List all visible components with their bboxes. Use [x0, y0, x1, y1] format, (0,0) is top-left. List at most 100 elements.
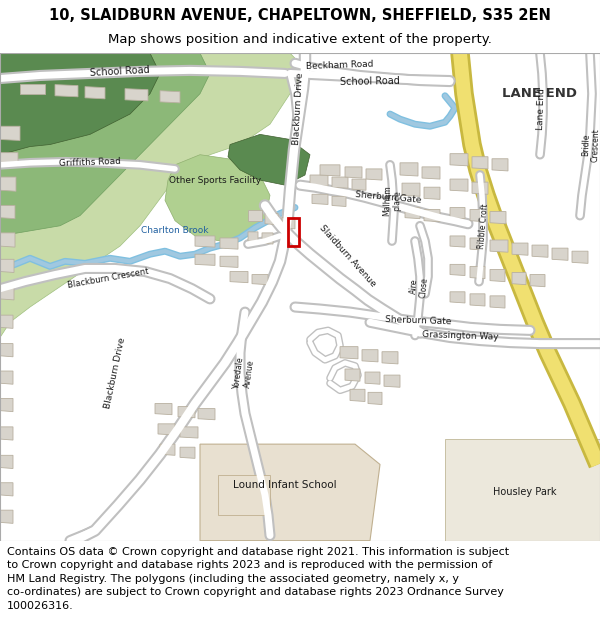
Polygon shape: [228, 134, 310, 185]
Polygon shape: [0, 177, 16, 191]
Polygon shape: [0, 427, 13, 440]
Polygon shape: [472, 182, 488, 194]
Polygon shape: [402, 183, 420, 196]
Polygon shape: [20, 84, 45, 94]
Text: Charlton Brook: Charlton Brook: [141, 226, 209, 236]
Polygon shape: [332, 196, 346, 206]
Polygon shape: [512, 243, 528, 255]
Polygon shape: [490, 296, 505, 308]
Polygon shape: [552, 248, 568, 260]
Text: LANE END: LANE END: [503, 88, 577, 100]
Polygon shape: [85, 87, 105, 99]
Polygon shape: [0, 152, 18, 166]
Polygon shape: [490, 211, 506, 224]
Text: Blackburn Crescent: Blackburn Crescent: [67, 267, 149, 290]
Polygon shape: [572, 251, 588, 263]
Text: Contains OS data © Crown copyright and database right 2021. This information is : Contains OS data © Crown copyright and d…: [7, 546, 509, 611]
Polygon shape: [365, 372, 380, 384]
Text: Housley Park: Housley Park: [493, 487, 557, 497]
Polygon shape: [0, 233, 15, 247]
Text: Slaidburn Avenue: Slaidburn Avenue: [318, 224, 378, 289]
Polygon shape: [368, 392, 382, 404]
Text: Blackburn Drive: Blackburn Drive: [292, 72, 304, 146]
Polygon shape: [312, 194, 328, 204]
Polygon shape: [320, 165, 340, 176]
Polygon shape: [422, 167, 440, 179]
Polygon shape: [512, 272, 526, 285]
Polygon shape: [248, 209, 262, 221]
Polygon shape: [340, 347, 358, 359]
Polygon shape: [262, 233, 273, 244]
Polygon shape: [345, 369, 360, 381]
Polygon shape: [0, 53, 210, 236]
Polygon shape: [424, 188, 440, 199]
Polygon shape: [160, 91, 180, 103]
Polygon shape: [218, 474, 270, 515]
Polygon shape: [470, 294, 485, 306]
Polygon shape: [0, 126, 20, 141]
Text: Sherburn Gate: Sherburn Gate: [355, 190, 421, 205]
Polygon shape: [0, 371, 13, 384]
Polygon shape: [248, 232, 258, 242]
Text: Lound Infant School: Lound Infant School: [233, 480, 337, 490]
Text: Beckham Road: Beckham Road: [306, 59, 374, 71]
Polygon shape: [0, 455, 13, 469]
Polygon shape: [0, 510, 13, 523]
Polygon shape: [470, 209, 485, 222]
Text: Ribble Croft: Ribble Croft: [476, 202, 490, 249]
Polygon shape: [0, 482, 13, 496]
Polygon shape: [384, 375, 400, 388]
Polygon shape: [530, 274, 545, 287]
Polygon shape: [230, 271, 248, 282]
Polygon shape: [470, 266, 485, 279]
Text: Griffiths Road: Griffiths Road: [59, 158, 121, 168]
Polygon shape: [265, 214, 278, 225]
Polygon shape: [350, 389, 365, 401]
Polygon shape: [450, 208, 465, 219]
Polygon shape: [450, 236, 465, 247]
Polygon shape: [0, 53, 160, 154]
Polygon shape: [195, 236, 215, 247]
Polygon shape: [332, 177, 348, 188]
Polygon shape: [165, 154, 270, 241]
Text: Map shows position and indicative extent of the property.: Map shows position and indicative extent…: [108, 33, 492, 46]
Polygon shape: [382, 352, 398, 364]
Polygon shape: [125, 89, 148, 101]
Text: Blackburn Drive: Blackburn Drive: [103, 337, 127, 409]
Polygon shape: [220, 238, 238, 249]
Text: Yoredale
Avenue: Yoredale Avenue: [232, 356, 256, 391]
Polygon shape: [405, 208, 420, 219]
Polygon shape: [450, 292, 465, 303]
Polygon shape: [252, 274, 268, 285]
Polygon shape: [0, 53, 310, 338]
Polygon shape: [160, 444, 175, 455]
Text: Sherburn Gate: Sherburn Gate: [385, 314, 451, 326]
Text: School Road: School Road: [340, 76, 400, 87]
Text: Other Sports Facility: Other Sports Facility: [169, 176, 261, 184]
Polygon shape: [155, 404, 172, 415]
Polygon shape: [352, 179, 366, 190]
Polygon shape: [450, 179, 468, 191]
Text: School Road: School Road: [90, 65, 150, 78]
Polygon shape: [345, 167, 362, 178]
Polygon shape: [282, 217, 295, 229]
Polygon shape: [0, 259, 14, 272]
Polygon shape: [0, 315, 13, 328]
Polygon shape: [178, 406, 195, 418]
Text: 10, SLAIDBURN AVENUE, CHAPELTOWN, SHEFFIELD, S35 2EN: 10, SLAIDBURN AVENUE, CHAPELTOWN, SHEFFI…: [49, 8, 551, 23]
Polygon shape: [424, 209, 440, 222]
Polygon shape: [195, 254, 215, 266]
Polygon shape: [0, 399, 13, 412]
Polygon shape: [198, 409, 215, 420]
Polygon shape: [55, 84, 78, 97]
Text: Lane End: Lane End: [536, 88, 546, 130]
Polygon shape: [450, 264, 465, 276]
Polygon shape: [180, 448, 195, 458]
Polygon shape: [158, 424, 175, 435]
Bar: [288, 217, 299, 246]
Polygon shape: [400, 162, 418, 176]
Polygon shape: [532, 245, 548, 258]
Polygon shape: [310, 175, 328, 186]
Polygon shape: [180, 427, 198, 438]
Polygon shape: [366, 169, 382, 180]
